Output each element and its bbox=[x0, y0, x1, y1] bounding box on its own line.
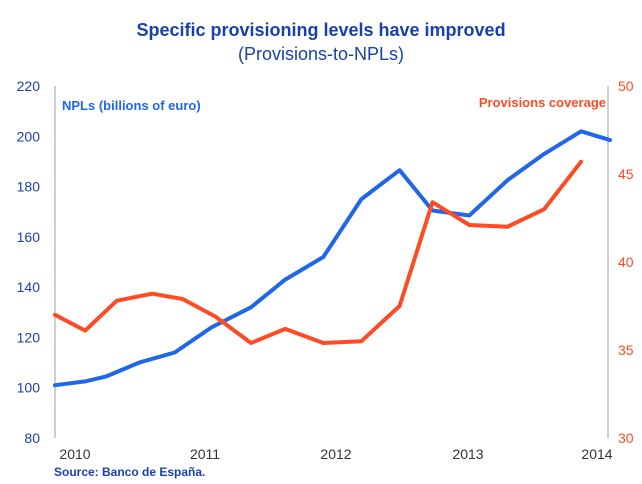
x-tick-label: 2011 bbox=[190, 446, 220, 462]
left-tick-label: 200 bbox=[17, 128, 41, 144]
x-axis: 2010 2011 2012 2013 2014 bbox=[59, 446, 612, 462]
right-tick-label: 30 bbox=[618, 430, 634, 446]
right-tick-label: 45 bbox=[618, 166, 634, 182]
chart-subtitle: (Provisions-to-NPLs) bbox=[237, 44, 405, 64]
npl-series-line bbox=[53, 129, 612, 388]
left-tick-label: 160 bbox=[17, 229, 41, 245]
legend-npl: NPLs (billions of euro) bbox=[62, 98, 201, 113]
left-tick-label: 220 bbox=[17, 78, 41, 94]
x-tick-label: 2012 bbox=[320, 446, 351, 462]
left-axis: 220 200 180 160 140 120 100 80 bbox=[17, 78, 41, 446]
right-tick-label: 40 bbox=[618, 254, 634, 270]
series-group bbox=[53, 129, 612, 388]
left-tick-label: 80 bbox=[24, 430, 40, 446]
provisions-series-line bbox=[53, 159, 584, 345]
legend-provisions: Provisions coverage bbox=[479, 95, 606, 110]
x-tick-label: 2013 bbox=[452, 446, 483, 462]
left-tick-label: 120 bbox=[17, 329, 41, 345]
left-tick-label: 180 bbox=[17, 179, 41, 195]
right-axis: 50 45 40 35 30 bbox=[618, 78, 634, 446]
source-note: Source: Banco de España. bbox=[54, 465, 206, 479]
x-tick-label: 2014 bbox=[581, 446, 612, 462]
legend: NPLs (billions of euro) Provisions covera… bbox=[62, 95, 606, 113]
chart-title: Specific provisioning levels have improv… bbox=[136, 20, 506, 40]
left-tick-label: 100 bbox=[17, 380, 41, 396]
left-tick-label: 140 bbox=[17, 279, 41, 295]
right-tick-label: 35 bbox=[618, 342, 634, 358]
right-tick-label: 50 bbox=[618, 78, 634, 94]
x-tick-label: 2010 bbox=[59, 446, 90, 462]
plot-frame bbox=[54, 86, 609, 438]
